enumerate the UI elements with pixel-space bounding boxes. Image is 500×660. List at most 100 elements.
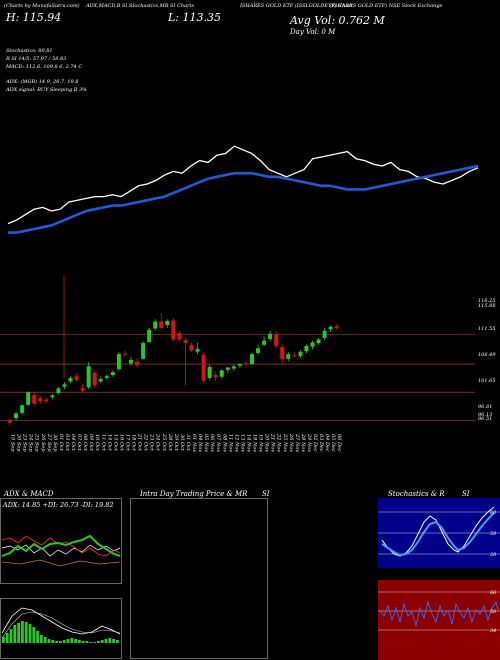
plus-di-line bbox=[1, 534, 121, 557]
adx-value: ADX: (MGB) 14.9, 26.7, 19.8 bbox=[6, 79, 79, 85]
date-tick-3: 24 Sep bbox=[28, 433, 34, 452]
date-tick-14: 10 Oct bbox=[94, 434, 100, 452]
macd-hist-bar-19 bbox=[74, 639, 77, 643]
macd-hist-bar-20 bbox=[78, 640, 81, 643]
date-tick-0: 19 Sep bbox=[10, 434, 16, 452]
date-tick-31: 04 Nov bbox=[197, 434, 203, 452]
macd-hist-bar-30 bbox=[116, 640, 119, 643]
stochastics-rsi-panel bbox=[378, 498, 500, 660]
candle-body-45 bbox=[280, 347, 285, 360]
macd-hist-bar-1 bbox=[5, 633, 9, 643]
date-tick-1: 20 Sep bbox=[16, 433, 22, 452]
candle-body-22 bbox=[141, 343, 146, 359]
price-tick-4: 101.65 bbox=[478, 378, 496, 384]
candle-body-6 bbox=[44, 399, 49, 402]
date-tick-46: 26 Nov bbox=[288, 433, 294, 452]
macd-signal-line bbox=[1, 611, 121, 639]
date-tick-10: 04 Oct bbox=[70, 434, 76, 452]
date-tick-2: 23 Sep bbox=[22, 433, 28, 452]
macd-hist-bar-23 bbox=[89, 642, 93, 643]
date-tick-18: 16 Oct bbox=[118, 434, 124, 452]
date-tick-33: 06 Nov bbox=[209, 434, 215, 452]
rsi-line bbox=[379, 600, 499, 627]
adx-signal: ADX signal: BUY Sleeping B 3% bbox=[6, 87, 87, 93]
date-tick-27: 29 Oct bbox=[173, 433, 179, 452]
candle-body-27 bbox=[171, 320, 176, 340]
date-tick-35: 08 Nov bbox=[221, 434, 227, 452]
date-tick-54: 06 Dec bbox=[336, 434, 342, 452]
candle-body-13 bbox=[86, 366, 91, 388]
candle-body-9 bbox=[62, 384, 67, 387]
candle-body-0 bbox=[8, 419, 12, 423]
macd-hist-bar-24 bbox=[93, 642, 96, 643]
date-tick-47: 27 Nov bbox=[294, 433, 300, 452]
candle-body-32 bbox=[201, 354, 206, 381]
header-stock: ISHARES GOLD ETF (ISSLGOLDETF) Chart bbox=[240, 3, 353, 9]
macd-hist-bar-7 bbox=[28, 624, 32, 643]
rsi-axis-50: 50 bbox=[490, 609, 497, 615]
stochastics-si: SI bbox=[462, 490, 470, 498]
day-volume: Day Vol: 0 M bbox=[290, 28, 336, 36]
date-tick-20: 18 Oct bbox=[131, 434, 137, 452]
candle-body-46 bbox=[286, 354, 291, 359]
macd-hist-bar-18 bbox=[70, 638, 74, 643]
date-tick-51: 03 Dec bbox=[318, 434, 324, 452]
stochastics-value: Stochastics: 89.81 bbox=[6, 48, 53, 54]
date-tick-15: 11 Oct bbox=[100, 434, 106, 452]
candle-body-7 bbox=[50, 395, 55, 398]
candle-body-20 bbox=[129, 359, 133, 364]
macd-hist-bar-22 bbox=[85, 641, 89, 643]
adx-macd-title: ADX & MACD bbox=[4, 490, 54, 498]
header-exchange: (ISHARES GOLD ETF) NSE Stock Exchange bbox=[330, 3, 443, 9]
intraday-box bbox=[130, 498, 268, 659]
date-tick-53: 05 Dec bbox=[330, 434, 336, 452]
candle-body-36 bbox=[225, 367, 230, 370]
date-tick-5: 26 Sep bbox=[40, 433, 46, 452]
candle-body-24 bbox=[153, 321, 158, 329]
adx-aux-line bbox=[1, 559, 121, 567]
adx-macd-panel bbox=[0, 498, 122, 659]
price-gridlines bbox=[0, 334, 475, 421]
candle-body-52 bbox=[322, 330, 327, 338]
candle-body-28 bbox=[177, 333, 182, 340]
date-tick-9: 03 Oct bbox=[64, 434, 70, 452]
candle-body-47 bbox=[292, 355, 297, 357]
date-tick-13: 09 Oct bbox=[88, 434, 94, 452]
header-charts-by: (Charts by MunafaSutra.com) bbox=[4, 3, 80, 9]
date-tick-40: 18 Nov bbox=[252, 434, 258, 452]
stochastic-axis-80: 80 bbox=[490, 510, 497, 516]
macd-value: MACD: 112.6, 109.8 6, 2.74 C bbox=[6, 64, 83, 70]
date-tick-28: 30 Oct bbox=[179, 434, 185, 452]
rsi-box bbox=[378, 580, 500, 660]
date-tick-36: 11 Nov bbox=[227, 434, 233, 452]
date-tick-17: 15 Oct bbox=[112, 434, 118, 452]
date-tick-52: 04 Dec bbox=[324, 434, 330, 452]
date-tick-6: 27 Sep bbox=[46, 433, 52, 452]
candle-body-48 bbox=[298, 351, 303, 356]
date-tick-25: 25 Oct bbox=[161, 433, 167, 452]
macd-hist-bar-27 bbox=[104, 639, 108, 643]
candle-body-10 bbox=[68, 377, 73, 382]
price-tick-5: 96.81 bbox=[478, 404, 492, 410]
macd-hist-bar-14 bbox=[55, 641, 58, 643]
intraday-si: SI bbox=[262, 490, 270, 498]
macd-hist-bar-21 bbox=[81, 641, 85, 643]
candlestick-series bbox=[8, 313, 339, 426]
candle-body-35 bbox=[219, 370, 224, 377]
macd-hist-bar-28 bbox=[108, 638, 112, 643]
macd-hist-bar-5 bbox=[21, 621, 24, 643]
adx-values: ADX: 14.85 +DI: 26.73 -DI: 19.82 bbox=[3, 501, 114, 509]
macd-box bbox=[0, 598, 122, 659]
macd-hist-bar-4 bbox=[17, 623, 20, 643]
candle-body-43 bbox=[268, 333, 273, 339]
candle-body-30 bbox=[189, 344, 194, 351]
candle-body-11 bbox=[74, 376, 79, 380]
candle-body-41 bbox=[256, 348, 261, 353]
date-tick-8: 01 Oct bbox=[58, 434, 64, 452]
date-axis: 19 Sep 20 Sep 23 Sep 24 Sep 25 Sep 26 Sep 27 S… bbox=[10, 433, 343, 452]
macd-histogram bbox=[2, 621, 119, 643]
candle-body-21 bbox=[135, 361, 140, 366]
adx-box bbox=[0, 498, 122, 584]
